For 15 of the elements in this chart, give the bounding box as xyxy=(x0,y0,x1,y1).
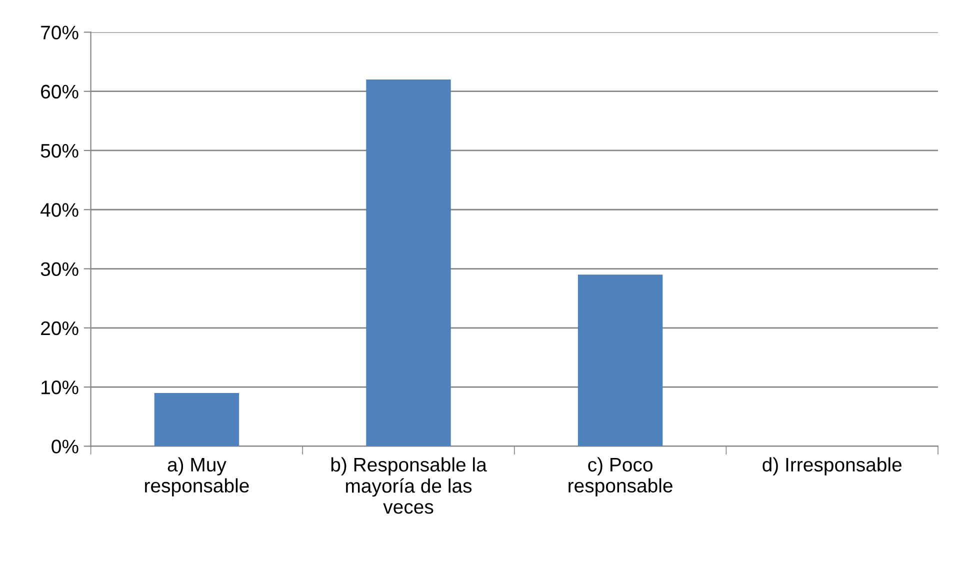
y-tick-label: 50% xyxy=(40,144,78,158)
x-tick-label: c) Poco responsable xyxy=(568,457,672,496)
bar xyxy=(366,80,451,446)
x-tick-label: a) Muy responsable xyxy=(145,457,249,496)
y-tick-label: 30% xyxy=(40,262,78,276)
x-tick-label: b) Responsable la mayoría de las veces xyxy=(331,457,487,514)
y-tick-label: 60% xyxy=(41,84,78,99)
y-tick-label: 10% xyxy=(42,380,78,394)
y-tick-label: 70% xyxy=(41,26,78,40)
y-tick-label: 0% xyxy=(52,440,78,454)
y-tick-label: 20% xyxy=(41,321,78,336)
bar xyxy=(154,392,240,446)
y-tick-label: 40% xyxy=(40,203,78,217)
x-tick-label: d) Irresponsable xyxy=(762,457,902,476)
bar xyxy=(578,274,663,446)
